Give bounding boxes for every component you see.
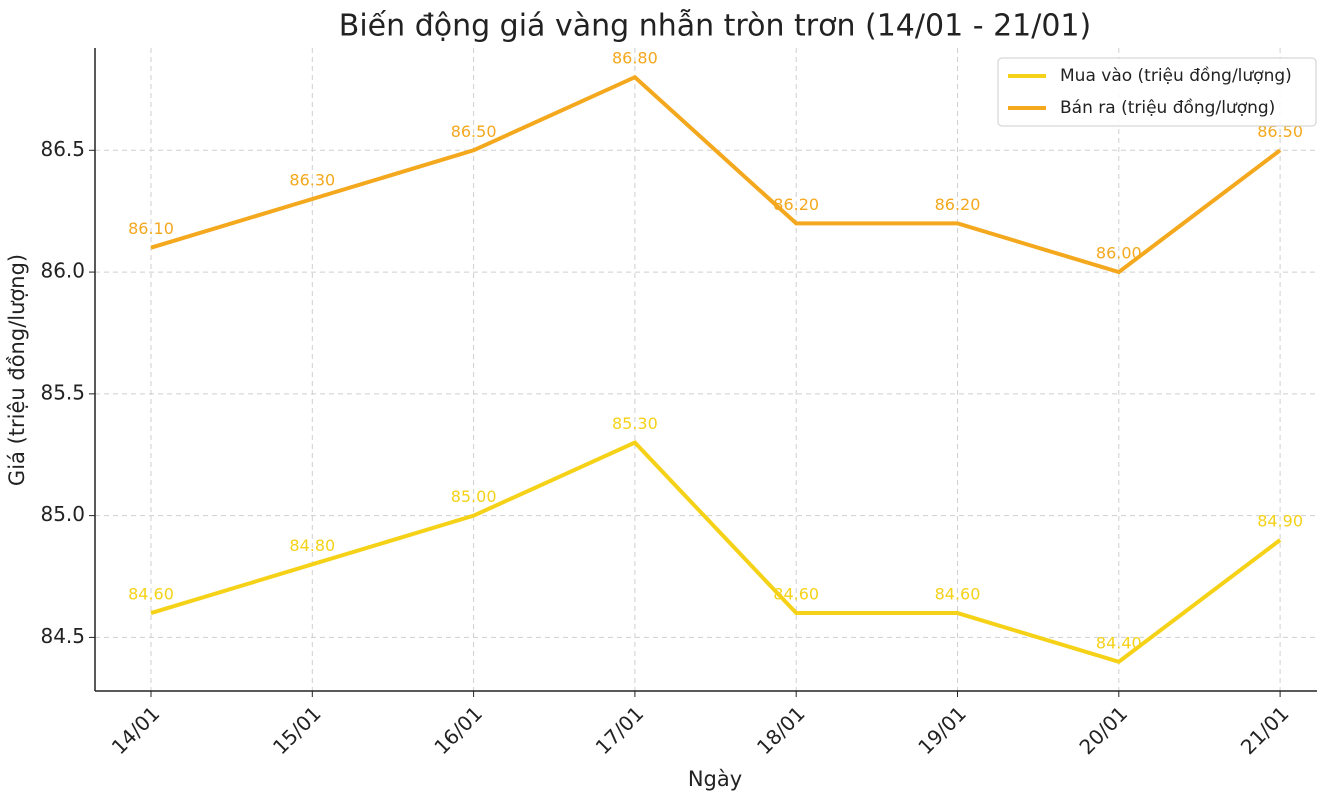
data-label: 86.10 — [128, 219, 174, 238]
line-series — [150, 440, 1282, 664]
y-tick-label: 86.5 — [40, 137, 85, 161]
x-tick-label: 20/01 — [1074, 701, 1132, 759]
y-tick-label: 86.0 — [40, 259, 85, 283]
data-label: 86.80 — [612, 49, 658, 68]
y-axis-label: Giá (triệu đồng/lượng) — [5, 254, 29, 486]
y-tick-label: 84.5 — [40, 624, 85, 648]
y-tick-label: 85.0 — [40, 502, 85, 526]
x-tick-label: 21/01 — [1236, 701, 1294, 759]
data-label: 84.80 — [289, 536, 335, 555]
x-tick-label: 19/01 — [913, 701, 971, 759]
legend-label: Bán ra (triệu đồng/lượng) — [1060, 97, 1275, 118]
x-tick-label: 17/01 — [591, 701, 649, 759]
x-tick-label: 18/01 — [752, 701, 810, 759]
data-label: 85.30 — [612, 414, 658, 433]
data-label: 86.50 — [451, 122, 497, 141]
data-label: 84.60 — [128, 585, 174, 604]
x-tick-label: 14/01 — [107, 701, 165, 759]
y-tick-label: 85.5 — [40, 380, 85, 404]
data-label: 85.00 — [451, 487, 497, 506]
data-label: 86.20 — [773, 195, 819, 214]
chart-title: Biến động giá vàng nhẫn tròn trơn (14/01… — [339, 9, 1091, 44]
data-label: 86.50 — [1257, 122, 1303, 141]
legend-label: Mua vào (triệu đồng/lượng) — [1060, 65, 1292, 86]
x-axis-label: Ngày — [688, 767, 742, 791]
data-label: 84.60 — [773, 585, 819, 604]
x-tick-label: 15/01 — [268, 701, 326, 759]
line-series — [150, 74, 1282, 275]
x-tick-label: 16/01 — [429, 701, 487, 759]
data-label: 86.20 — [935, 195, 981, 214]
data-label: 84.60 — [935, 585, 981, 604]
legend: Mua vào (triệu đồng/lượng) Bán ra (triệu … — [997, 57, 1317, 127]
data-label: 84.90 — [1257, 511, 1303, 530]
data-label: 84.40 — [1096, 633, 1142, 652]
data-label: 86.00 — [1096, 244, 1142, 263]
data-label: 86.30 — [289, 171, 335, 190]
legend-box — [997, 57, 1317, 127]
